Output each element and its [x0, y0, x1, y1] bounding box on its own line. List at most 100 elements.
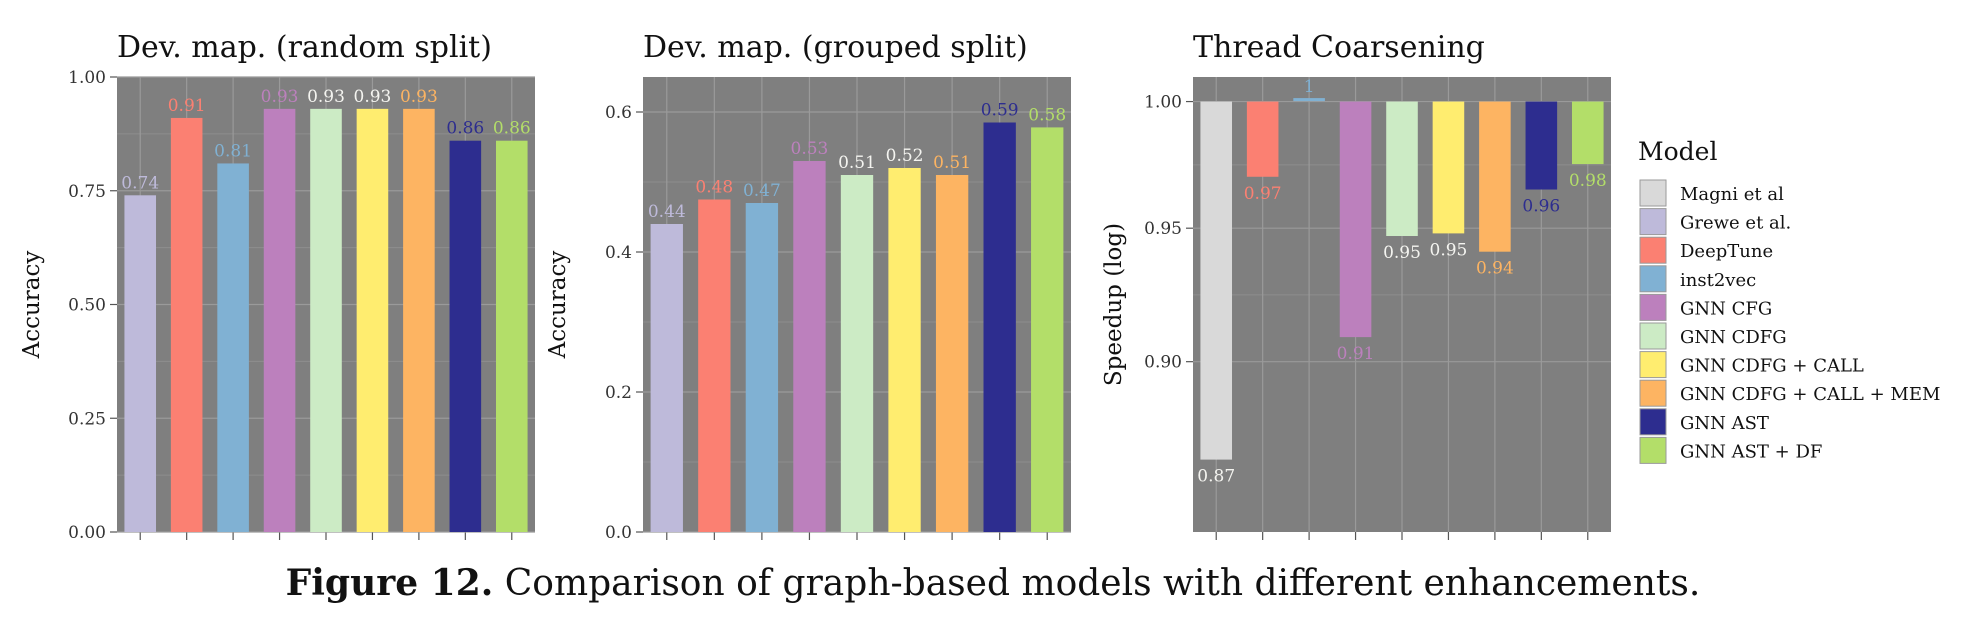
- legend-swatch: [1639, 436, 1667, 464]
- bar-value-label: 0.87: [1197, 467, 1235, 487]
- y-tick-label: 0.0: [605, 523, 632, 543]
- bar-gnn-cdfg-call: [1432, 101, 1465, 234]
- y-axis-label: Accuracy: [545, 251, 571, 360]
- bar-gnn-cdfg-call: [888, 168, 921, 532]
- bar-value-label: 0.58: [1028, 105, 1066, 125]
- bar-gnn-cfg: [1339, 101, 1372, 338]
- bar-inst2vec: [217, 163, 249, 532]
- bar-deeptune: [170, 117, 203, 532]
- legend-swatch: [1639, 208, 1667, 236]
- bar-gnn-cdfg-call: [356, 108, 389, 532]
- bar-value-label: 1: [1304, 77, 1315, 97]
- y-tick-label: 0.90: [1144, 353, 1182, 373]
- y-tick-label: 0.75: [68, 182, 106, 202]
- bar-value-label: 0.95: [1430, 240, 1468, 260]
- bar-value-label: 0.81: [214, 141, 252, 161]
- y-axis-label: Accuracy: [19, 251, 45, 360]
- legend: Model Magni et al Grewe et al. DeepTune inst…: [1638, 137, 1940, 464]
- legend-label: DeepTune: [1680, 241, 1773, 262]
- legend-label: Magni et al: [1680, 184, 1784, 205]
- legend-item: GNN CDFG + CALL: [1639, 351, 1864, 379]
- legend-swatch: [1639, 408, 1667, 436]
- bar-gnn-cdfg: [310, 108, 342, 532]
- chart-title: Thread Coarsening: [1193, 30, 1485, 65]
- bar-inst2vec: [1293, 98, 1325, 102]
- y-tick-label: 0.50: [68, 296, 106, 316]
- legend-swatch: [1639, 179, 1667, 207]
- bar-gnn-ast: [1525, 101, 1558, 190]
- bar-grewe-et-al-: [650, 224, 683, 532]
- y-tick-label: 1.00: [68, 68, 106, 88]
- bar-gnn-ast: [449, 140, 482, 532]
- legend-title: Model: [1638, 137, 1717, 166]
- legend-item: Grewe et al.: [1639, 208, 1791, 236]
- bar-gnn-ast: [983, 122, 1016, 532]
- bar-value-label: 0.47: [743, 181, 781, 201]
- bar-value-label: 0.93: [354, 87, 392, 107]
- legend-label: GNN CDFG + CALL: [1680, 356, 1864, 377]
- legend-label: GNN AST + DF: [1680, 441, 1822, 462]
- legend-label: GNN CDFG: [1680, 327, 1787, 348]
- chart-title: Dev. map. (random split): [117, 30, 492, 65]
- bar-value-label: 0.96: [1522, 197, 1560, 217]
- bar-value-label: 0.97: [1244, 184, 1282, 204]
- bar-value-label: 0.53: [791, 139, 829, 159]
- legend-item: DeepTune: [1639, 236, 1773, 264]
- bar-gnn-ast-df: [1571, 101, 1604, 165]
- bar-gnn-cdfg: [1386, 101, 1418, 237]
- y-tick-label: 1.00: [1144, 93, 1182, 113]
- figure-caption: Figure 12. Comparison of graph-based mod…: [0, 562, 1986, 604]
- bar-magni-et-al: [1200, 101, 1233, 460]
- bar-value-label: 0.93: [261, 87, 299, 107]
- legend-item: GNN AST + DF: [1639, 436, 1822, 464]
- y-tick-label: 0.00: [68, 523, 106, 543]
- legend-item: GNN CDFG: [1639, 322, 1787, 350]
- bar-gnn-cdfg-call-mem: [1479, 101, 1511, 252]
- chart-panel-3: 0.90 0.95 1.00 0.87 0.97 1 0.91 0.95 0.95 0.94 0.9…: [1101, 30, 1611, 540]
- y-tick-label: 0.4: [605, 243, 632, 263]
- y-tick-label: 0.2: [605, 383, 632, 403]
- bar-value-label: 0.98: [1569, 171, 1607, 191]
- legend-label: inst2vec: [1680, 270, 1756, 291]
- bar-value-label: 0.44: [648, 202, 686, 222]
- bar-value-label: 0.95: [1383, 243, 1421, 263]
- bar-value-label: 0.51: [933, 153, 971, 173]
- bar-value-label: 0.94: [1476, 259, 1514, 279]
- caption-label: Figure 12.: [285, 562, 494, 604]
- legend-label: GNN CDFG + CALL + MEM: [1680, 384, 1940, 405]
- y-tick-label: 0.25: [68, 409, 106, 429]
- chart-panel-2: 0.0 0.2 0.4 0.6 0.44 0.48 0.47 0.53 0.51 0.52 0.51…: [545, 30, 1071, 543]
- y-axis-label: Speedup (log): [1101, 223, 1127, 386]
- legend-item: GNN CFG: [1639, 293, 1772, 321]
- legend-item: Magni et al: [1639, 179, 1784, 207]
- legend-item: GNN CDFG + CALL + MEM: [1639, 379, 1940, 407]
- bar-gnn-cdfg: [840, 175, 874, 532]
- bar-value-label: 0.59: [981, 101, 1019, 121]
- bar-gnn-cfg: [793, 161, 826, 532]
- bar-value-label: 0.93: [307, 87, 345, 107]
- bar-gnn-ast-df: [1031, 127, 1064, 533]
- legend-swatch: [1639, 293, 1667, 321]
- chart-title: Dev. map. (grouped split): [643, 30, 1028, 65]
- bar-gnn-ast-df: [495, 140, 528, 532]
- bar-deeptune: [1246, 101, 1279, 177]
- chart-panel-1: 0.00 0.25 0.50 0.75 1.00 0.74 0.91 0.81 0.93 0.93…: [19, 30, 535, 543]
- bar-value-label: 0.91: [1337, 344, 1375, 364]
- bar-value-label: 0.48: [695, 178, 733, 198]
- legend-swatch: [1639, 236, 1667, 264]
- bar-value-label: 0.52: [886, 146, 924, 166]
- bar-value-label: 0.51: [838, 153, 876, 173]
- legend-item: inst2vec: [1639, 265, 1756, 293]
- bar-value-label: 0.93: [400, 87, 438, 107]
- legend-label: Grewe et al.: [1680, 213, 1791, 234]
- bar-gnn-cdfg-call-mem: [403, 108, 435, 532]
- bar-inst2vec: [745, 203, 779, 532]
- y-tick-label: 0.95: [1144, 219, 1182, 239]
- legend-swatch: [1639, 322, 1667, 350]
- bar-value-label: 0.86: [493, 119, 531, 139]
- bar-gnn-cdfg-call-mem: [935, 175, 969, 532]
- bar-gnn-cfg: [263, 108, 296, 532]
- legend-label: GNN AST: [1680, 413, 1769, 434]
- bar-grewe-et-al-: [124, 195, 157, 533]
